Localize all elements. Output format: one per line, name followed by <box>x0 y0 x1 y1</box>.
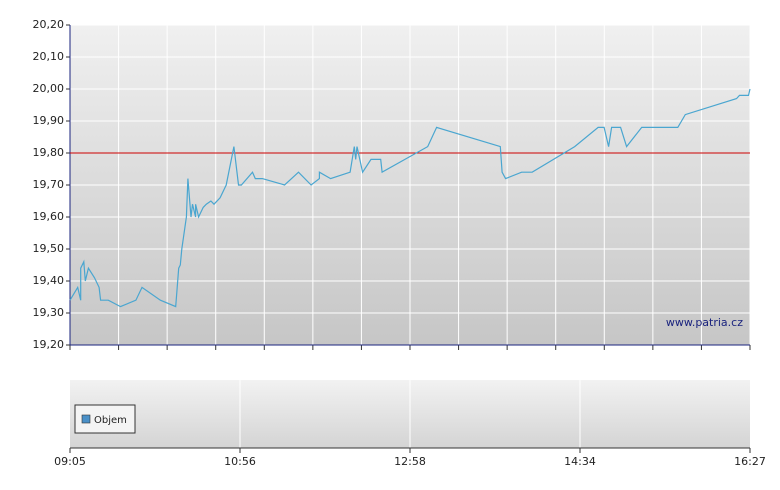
legend-label: Objem <box>94 415 127 426</box>
y-tick-label: 19,60 <box>33 210 65 223</box>
legend-swatch <box>81 414 91 424</box>
y-tick-label: 20,20 <box>33 18 65 31</box>
y-tick-label: 20,00 <box>33 82 65 95</box>
y-tick-label: 20,10 <box>33 50 65 63</box>
watermark: www.patria.cz <box>666 316 743 329</box>
y-tick-label: 19,40 <box>33 274 65 287</box>
x-tick-label: 09:05 <box>54 455 86 468</box>
price-line <box>69 88 751 308</box>
x-tick-label: 16:27 <box>734 455 766 468</box>
y-tick-label: 19,20 <box>33 338 65 351</box>
y-tick-label: 19,80 <box>33 146 65 159</box>
y-tick-label: 19,50 <box>33 242 65 255</box>
x-tick-label: 14:34 <box>564 455 596 468</box>
y-tick-label: 19,90 <box>33 114 65 127</box>
y-tick-label: 19,30 <box>33 306 65 319</box>
x-tick-label: 10:56 <box>224 455 256 468</box>
x-tick-label: 12:58 <box>394 455 426 468</box>
y-tick-label: 19,70 <box>33 178 65 191</box>
